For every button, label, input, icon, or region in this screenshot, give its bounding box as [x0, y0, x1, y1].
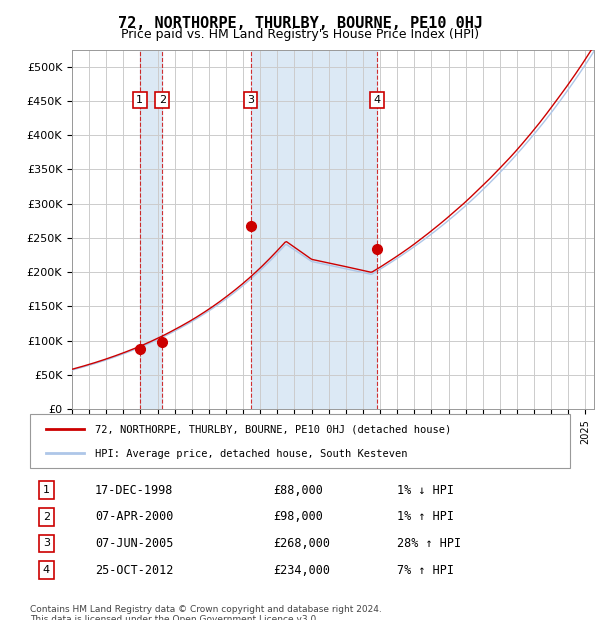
Text: 72, NORTHORPE, THURLBY, BOURNE, PE10 0HJ: 72, NORTHORPE, THURLBY, BOURNE, PE10 0HJ: [118, 16, 482, 30]
Text: 1% ↓ HPI: 1% ↓ HPI: [397, 484, 454, 497]
Text: HPI: Average price, detached house, South Kesteven: HPI: Average price, detached house, Sout…: [95, 449, 407, 459]
Text: 3: 3: [43, 538, 50, 549]
Text: 07-JUN-2005: 07-JUN-2005: [95, 537, 173, 550]
Text: Contains HM Land Registry data © Crown copyright and database right 2024.
This d: Contains HM Land Registry data © Crown c…: [30, 604, 382, 620]
FancyBboxPatch shape: [30, 414, 570, 468]
Bar: [140, 50, 162, 409]
Text: 25-OCT-2012: 25-OCT-2012: [95, 564, 173, 577]
Text: 1% ↑ HPI: 1% ↑ HPI: [397, 510, 454, 523]
Text: 28% ↑ HPI: 28% ↑ HPI: [397, 537, 461, 550]
Text: 2: 2: [158, 95, 166, 105]
Text: 2: 2: [43, 512, 50, 522]
Text: 4: 4: [43, 565, 50, 575]
Bar: [251, 50, 377, 409]
Text: 72, NORTHORPE, THURLBY, BOURNE, PE10 0HJ (detached house): 72, NORTHORPE, THURLBY, BOURNE, PE10 0HJ…: [95, 425, 451, 435]
Text: 1: 1: [136, 95, 143, 105]
Text: £98,000: £98,000: [273, 510, 323, 523]
Text: 1: 1: [43, 485, 50, 495]
Text: 3: 3: [247, 95, 254, 105]
Text: 7% ↑ HPI: 7% ↑ HPI: [397, 564, 454, 577]
Text: £88,000: £88,000: [273, 484, 323, 497]
Text: £234,000: £234,000: [273, 564, 330, 577]
Text: 07-APR-2000: 07-APR-2000: [95, 510, 173, 523]
Text: £268,000: £268,000: [273, 537, 330, 550]
Text: 4: 4: [373, 95, 380, 105]
Text: Price paid vs. HM Land Registry's House Price Index (HPI): Price paid vs. HM Land Registry's House …: [121, 28, 479, 41]
Text: 17-DEC-1998: 17-DEC-1998: [95, 484, 173, 497]
